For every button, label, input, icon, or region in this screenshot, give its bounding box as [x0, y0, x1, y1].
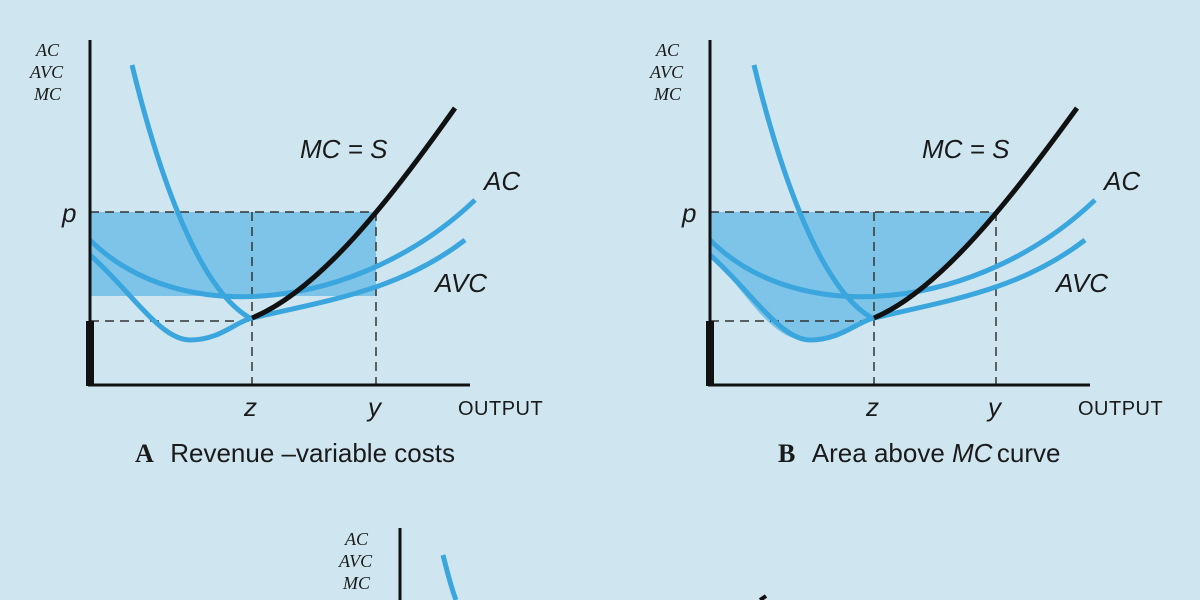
panel-a-avc-label: AVC	[433, 268, 487, 298]
panel-b-caption-post: curve	[997, 438, 1061, 468]
panel-b-mc-supply-curve	[873, 106, 1080, 321]
panel-b-ac-curve	[708, 198, 1097, 300]
panel-b-ac-label: AC	[1102, 166, 1140, 196]
panel-a-ac-curve	[88, 198, 477, 300]
panel-a-ac-label: AC	[482, 166, 520, 196]
panel-b-avc-label: AVC	[1054, 268, 1108, 298]
panel-b-z-label: z	[865, 392, 879, 422]
panel-a-mc-label: MC = S	[300, 134, 388, 164]
panel-a-z-label: z	[243, 392, 257, 422]
panel-c-y-label-avc: AVC	[338, 551, 373, 571]
panel-b-avc-curve	[708, 238, 1087, 343]
panel-b-caption: B Area above MC curve	[778, 438, 1060, 468]
panel-a: AC AVC MC MC = S AC AVC p z y OUTPUT A R…	[29, 40, 543, 468]
panel-c-y-label-ac: AC	[344, 529, 369, 549]
panel-a-avc-curve	[88, 238, 467, 343]
panel-c-mc-supply-curve-tip	[758, 594, 768, 600]
panel-b-output-label: OUTPUT	[1078, 398, 1163, 420]
panel-b-mc-label: MC = S	[922, 134, 1010, 164]
panel-b-y-label-avc: AVC	[649, 62, 684, 82]
panel-b-shaded-area	[710, 212, 996, 340]
panel-a-y-label-ac: AC	[35, 40, 60, 60]
panel-a-y-tick-label: y	[366, 392, 383, 422]
panel-b-y-label-mc: MC	[653, 84, 682, 104]
panel-a-caption-letter: A	[135, 439, 154, 468]
panel-b-p-label: p	[681, 198, 696, 228]
panel-a-y-label-mc: MC	[33, 84, 62, 104]
panel-b-mc-left-curve	[751, 64, 874, 321]
panel-b-caption-ital: MC	[952, 438, 993, 468]
panel-a-mc-supply-curve	[251, 106, 458, 321]
panel-a-caption: A Revenue –variable costs	[135, 438, 455, 468]
panel-a-mc-left-curve	[129, 64, 252, 321]
panel-a-caption-text: Revenue –variable costs	[170, 438, 455, 468]
panel-b-caption-pre: Area above	[812, 438, 952, 468]
panel-b: AC AVC MC MC = S AC AVC p z y OUTPUT B A…	[649, 40, 1163, 468]
panel-c-mc-left-curve	[440, 554, 459, 600]
panel-c: AC AVC MC	[338, 528, 768, 600]
panel-a-p-label: p	[61, 198, 76, 228]
panel-c-y-label-mc: MC	[342, 573, 371, 593]
panel-a-y-label-avc: AVC	[29, 62, 64, 82]
panel-b-y-label-ac: AC	[655, 40, 680, 60]
panel-b-y-tick-label: y	[986, 392, 1003, 422]
panel-b-caption-letter: B	[778, 439, 795, 468]
panel-a-output-label: OUTPUT	[458, 398, 543, 420]
